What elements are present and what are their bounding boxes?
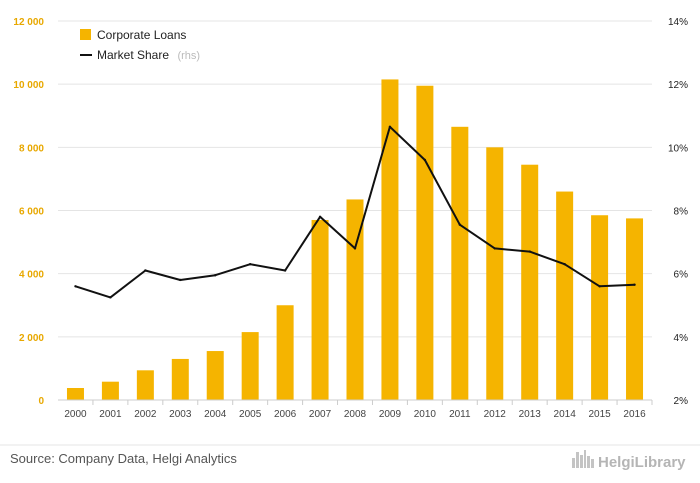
line-point-2006 (283, 269, 287, 272)
line-point-2016 (633, 283, 636, 286)
y-left-tick-label: 4 000 (19, 270, 44, 281)
y-right-tick-label: 14% (668, 17, 688, 28)
bar-2008 (346, 199, 364, 400)
x-tick-label-2004: 2004 (204, 409, 227, 420)
left-axis: 0 2 000 4 000 6 000 8 000 10 000 12 000 (13, 17, 44, 407)
y-right-tick-label: 2% (674, 396, 689, 407)
x-tick-label-2003: 2003 (169, 409, 192, 420)
x-tick-label-2015: 2015 (588, 409, 611, 420)
y-left-tick-label: 2 000 (19, 333, 44, 344)
x-tick-label-2014: 2014 (554, 409, 577, 420)
y-left-tick-label: 6 000 (19, 207, 44, 218)
legend-label-market-share: Market Share (rhs) (97, 46, 200, 63)
bar-2006 (276, 305, 294, 400)
legend-swatch-bar (80, 29, 91, 40)
line-point-2007 (318, 215, 322, 219)
x-tick-label-2016: 2016 (623, 409, 646, 420)
legend-label-market-share-name: Market Share (97, 48, 169, 62)
line-point-2002 (144, 269, 147, 272)
line-point-2003 (179, 278, 182, 282)
x-tick-label-2012: 2012 (484, 409, 507, 420)
line-point-2009 (388, 125, 392, 129)
bar-2004 (206, 351, 224, 400)
bar-2010 (416, 85, 434, 400)
line-point-2001 (109, 296, 112, 299)
x-tick-label-2007: 2007 (309, 409, 332, 420)
line-point-2000 (74, 285, 77, 288)
legend: Corporate Loans Market Share (rhs) (80, 28, 200, 63)
right-axis: 2% 4% 6% 8% 10% 12% 14% (668, 17, 688, 407)
x-axis: 2000 2001 2002 2003 2004 2005 2006 2007 2008 2009… (58, 399, 653, 420)
x-tick-label-2011: 2011 (449, 409, 471, 420)
bar-2002 (136, 370, 154, 400)
footer-brand: HelgiLibrary (598, 454, 686, 471)
line-series-market-share (74, 125, 636, 299)
x-tick-label-2013: 2013 (519, 409, 542, 420)
bar-2015 (591, 215, 609, 400)
x-tick-label-2005: 2005 (239, 409, 262, 420)
bar-2014 (556, 191, 574, 400)
line-point-2008 (353, 247, 357, 250)
bar-2007 (311, 219, 329, 400)
bar-2016 (626, 218, 644, 400)
y-left-tick-label: 12 000 (13, 17, 44, 28)
y-left-tick-label: 0 (38, 396, 44, 407)
line-point-2012 (493, 247, 496, 250)
line-point-2011 (458, 223, 462, 226)
line-point-2004 (214, 274, 217, 277)
y-right-tick-label: 12% (668, 80, 688, 91)
y-right-tick-label: 4% (674, 333, 689, 344)
y-left-tick-label: 10 000 (13, 80, 44, 91)
bar-series-corporate-loans (66, 79, 644, 400)
bar-2012 (486, 147, 504, 400)
line-point-2005 (248, 262, 252, 266)
line-point-2014 (563, 262, 566, 266)
x-tick-label-2000: 2000 (64, 409, 87, 420)
x-tick-label-2009: 2009 (379, 409, 402, 420)
bar-2013 (521, 164, 539, 400)
x-tick-label-2002: 2002 (134, 409, 157, 420)
bar-2009 (381, 79, 399, 400)
x-tick-label-2008: 2008 (344, 409, 367, 420)
bar-2003 (171, 358, 189, 400)
bar-2005 (241, 332, 259, 400)
x-tick-label-2006: 2006 (274, 409, 297, 420)
line-point-2010 (423, 158, 427, 162)
footer-source: Source: Company Data, Helgi Analytics (10, 451, 237, 466)
y-right-tick-label: 6% (674, 270, 689, 281)
x-tick-label-2010: 2010 (414, 409, 437, 420)
bar-2001 (101, 381, 119, 400)
line-point-2015 (598, 285, 601, 288)
x-tick-label-2001: 2001 (99, 409, 122, 420)
bar-2000 (66, 387, 84, 400)
legend-label-corporate-loans: Corporate Loans (97, 28, 186, 42)
legend-label-rhs: (rhs) (177, 50, 200, 62)
helgi-library-logo: HelgiLibrary (572, 450, 686, 471)
bar-2011 (451, 126, 469, 400)
y-right-tick-label: 8% (674, 207, 689, 218)
line-point-2013 (528, 250, 531, 253)
y-right-tick-label: 10% (668, 143, 688, 154)
city-skyline-icon (572, 450, 594, 468)
y-left-tick-label: 8 000 (19, 143, 44, 154)
